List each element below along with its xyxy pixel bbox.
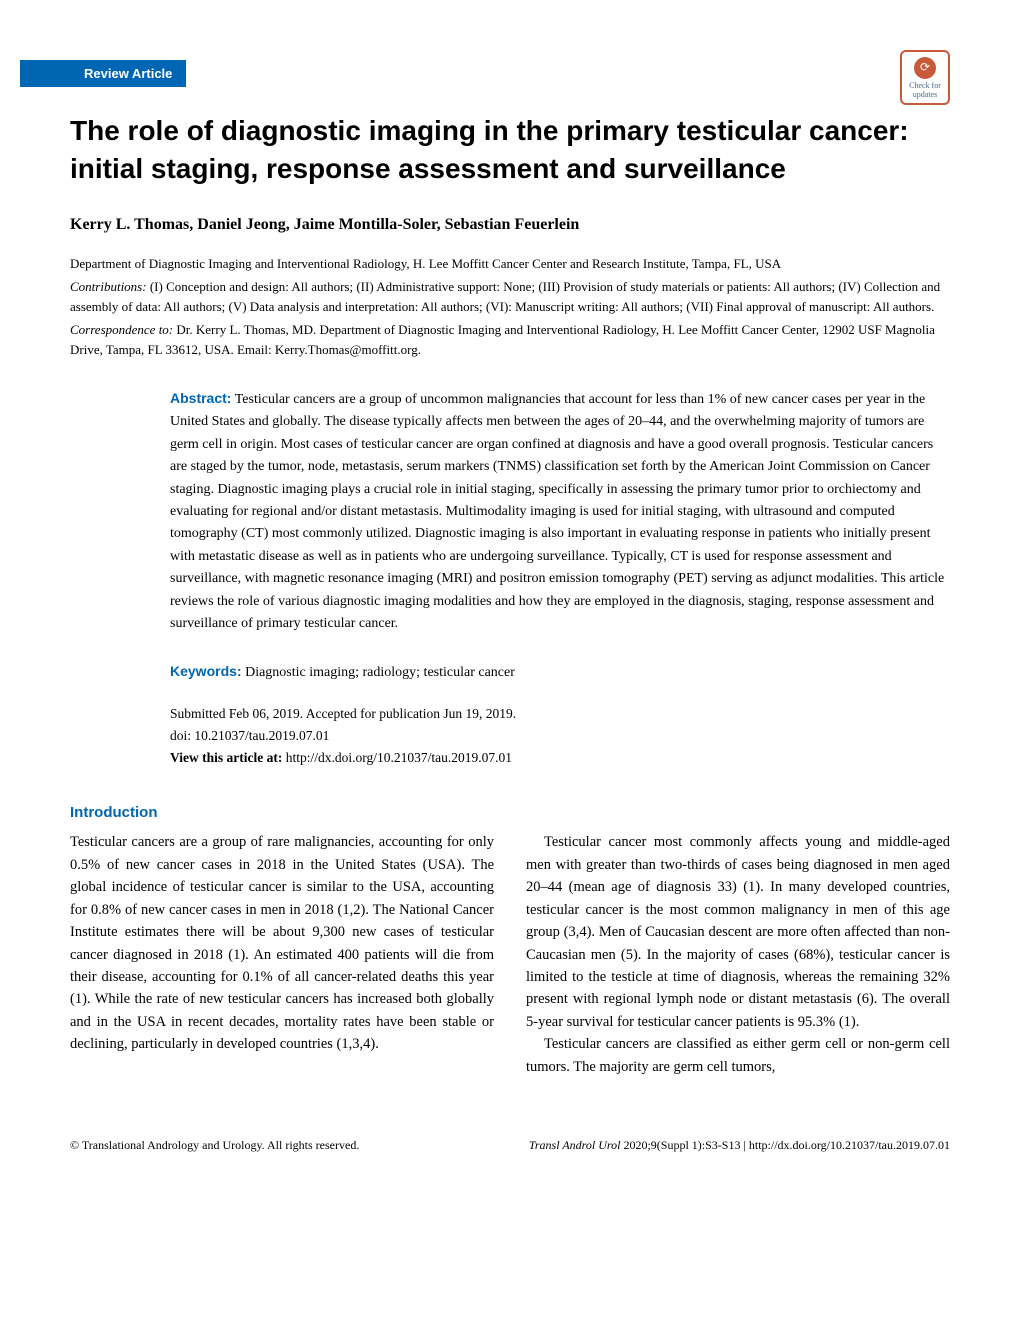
contributions-label: Contributions: bbox=[70, 279, 147, 294]
article-type-tag: Review Article bbox=[20, 60, 186, 87]
view-article-line: View this article at: http://dx.doi.org/… bbox=[170, 747, 950, 769]
check-for-updates-badge[interactable]: ⟳ Check for updates bbox=[900, 50, 950, 105]
check-badge-icon: ⟳ bbox=[914, 57, 936, 79]
submission-block: Submitted Feb 06, 2019. Accepted for pub… bbox=[170, 703, 950, 768]
abstract-label: Abstract: bbox=[170, 390, 231, 406]
contributions-block: Contributions: (I) Conception and design… bbox=[70, 277, 950, 316]
footer-citation-details: 2020;9(Suppl 1):S3-S13 | http://dx.doi.o… bbox=[620, 1138, 950, 1152]
abstract-text: Testicular cancers are a group of uncomm… bbox=[170, 392, 944, 631]
correspondence-text: Dr. Kerry L. Thomas, MD. Department of D… bbox=[70, 322, 935, 357]
footer-citation: Transl Androl Urol 2020;9(Suppl 1):S3-S1… bbox=[529, 1138, 950, 1153]
authors-list: Kerry L. Thomas, Daniel Jeong, Jaime Mon… bbox=[70, 216, 950, 234]
body-text-columns: Testicular cancers are a group of rare m… bbox=[70, 831, 950, 1078]
correspondence-block: Correspondence to: Dr. Kerry L. Thomas, … bbox=[70, 320, 950, 359]
footer-copyright: © Translational Andrology and Urology. A… bbox=[70, 1138, 359, 1153]
article-title: The role of diagnostic imaging in the pr… bbox=[70, 112, 950, 188]
contributions-text: (I) Conception and design: All authors; … bbox=[70, 279, 940, 314]
paragraph-3: Testicular cancers are classified as eit… bbox=[526, 1033, 950, 1078]
keywords-label: Keywords: bbox=[170, 663, 242, 679]
paragraph-1: Testicular cancers are a group of rare m… bbox=[70, 831, 494, 1056]
view-article-label: View this article at: bbox=[170, 750, 282, 765]
introduction-heading: Introduction bbox=[70, 804, 950, 821]
page-footer: © Translational Andrology and Urology. A… bbox=[70, 1128, 950, 1153]
abstract-block: Abstract: Testicular cancers are a group… bbox=[170, 387, 950, 635]
view-article-url[interactable]: http://dx.doi.org/10.21037/tau.2019.07.0… bbox=[282, 750, 512, 765]
footer-journal: Transl Androl Urol bbox=[529, 1138, 621, 1152]
correspondence-label: Correspondence to: bbox=[70, 322, 173, 337]
badge-text-2: updates bbox=[913, 90, 937, 99]
badge-text-1: Check for bbox=[909, 81, 941, 90]
keywords-text: Diagnostic imaging; radiology; testicula… bbox=[242, 665, 515, 680]
doi-line: doi: 10.21037/tau.2019.07.01 bbox=[170, 725, 950, 747]
paragraph-2: Testicular cancer most commonly affects … bbox=[526, 831, 950, 1033]
submission-dates: Submitted Feb 06, 2019. Accepted for pub… bbox=[170, 703, 950, 725]
keywords-block: Keywords: Diagnostic imaging; radiology;… bbox=[170, 663, 950, 681]
affiliation-text: Department of Diagnostic Imaging and Int… bbox=[70, 254, 950, 274]
